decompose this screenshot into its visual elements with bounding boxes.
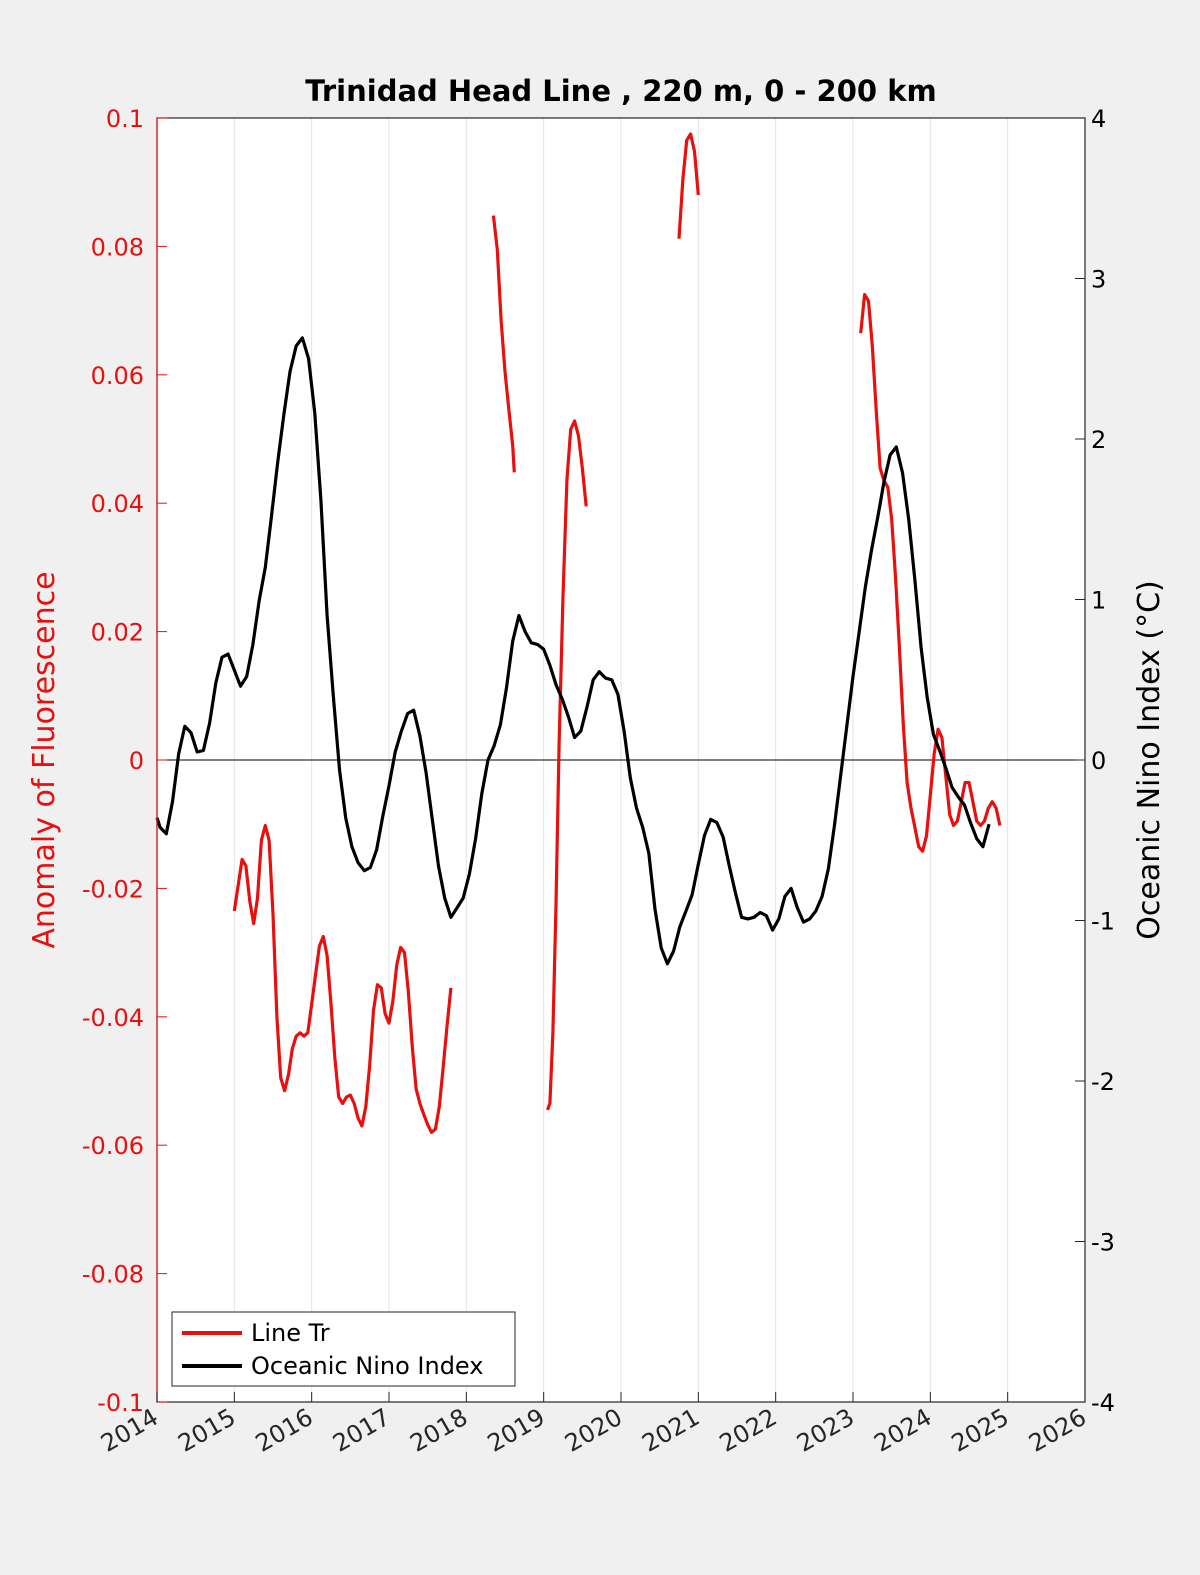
left-y-tick-label: -0.06: [82, 1132, 144, 1160]
right-y-tick-label: 1: [1091, 587, 1106, 615]
right-y-tick-label: -2: [1091, 1068, 1115, 1096]
left-y-tick-label: 0.08: [91, 233, 144, 261]
line-tr-series-segment-1: [232, 823, 453, 1134]
right-y-tick-label: 4: [1091, 105, 1106, 133]
left-y-tick-label: 0.1: [106, 105, 144, 133]
left-y-tick-label: -0.1: [97, 1389, 144, 1417]
left-y-tick-label: 0.06: [91, 362, 144, 390]
left-y-tick-label: -0.08: [82, 1261, 144, 1289]
right-y-axis: -4 -3 -2 -1 0 1 2 3 4: [1075, 105, 1115, 1417]
right-y-tick-label: -3: [1091, 1229, 1115, 1257]
right-y-tick-label: -4: [1091, 1389, 1115, 1417]
oni-series-segment-1: [155, 336, 991, 966]
right-y-tick-label: -1: [1091, 908, 1115, 936]
right-y-tick-label: 3: [1091, 266, 1106, 294]
left-y-tick-label: 0.02: [91, 619, 144, 647]
legend-label-line-tr: Line Tr: [251, 1319, 330, 1347]
right-axis-label: Oceanic Nino Index (°C): [1132, 580, 1167, 940]
legend-box: [171, 1311, 516, 1387]
right-y-tick-label: 2: [1091, 426, 1106, 454]
line-tr-series-segment-3: [546, 419, 588, 1111]
chart-title: Trinidad Head Line , 220 m, 0 - 200 km: [305, 74, 936, 108]
line-tr-series-segment-4: [677, 132, 700, 239]
left-y-tick-label: -0.04: [82, 1004, 144, 1032]
left-y-tick-label: -0.02: [82, 875, 144, 903]
series-layer: [155, 132, 1002, 1134]
legend-label-oni: Oceanic Nino Index: [251, 1352, 483, 1380]
left-y-tick-label: 0: [129, 747, 144, 775]
left-axis-label: Anomaly of Fluorescence: [27, 571, 62, 948]
line-tr-series-segment-2: [491, 215, 516, 473]
left-y-tick-label: 0.04: [91, 490, 144, 518]
right-y-tick-label: 0: [1091, 747, 1106, 775]
legend: Line Tr Oceanic Nino Index: [171, 1311, 516, 1387]
left-y-axis: -0.1 -0.08 -0.06 -0.04 -0.02 0 0.02 0.04 0.06 0.0…: [82, 105, 167, 1417]
